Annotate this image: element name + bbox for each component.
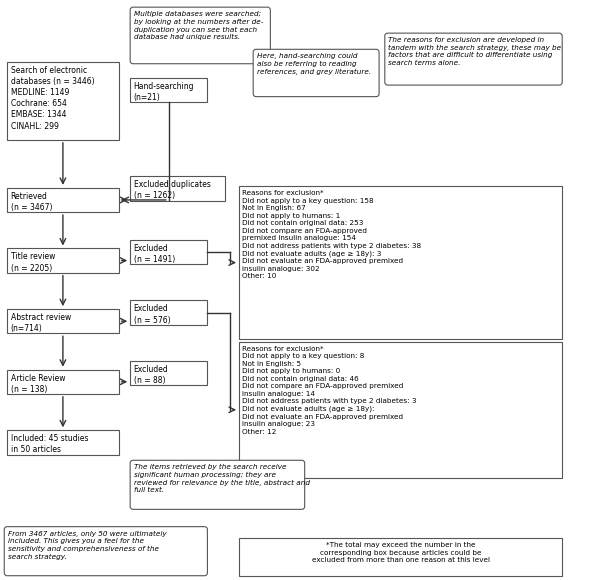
Text: Here, hand-searching could
also be referring to reading
references, and grey lit: Here, hand-searching could also be refer… [257,53,371,75]
FancyBboxPatch shape [130,461,305,509]
Bar [7,369,118,394]
Text: Hand-searching
(n=21): Hand-searching (n=21) [133,82,194,102]
Text: Included: 45 studies
in 50 articles: Included: 45 studies in 50 articles [11,434,88,454]
Bar [7,430,118,455]
Bar [7,248,118,273]
Text: Reasons for exclusion*
Did not apply to a key question: 8
Not in English: 5
Did : Reasons for exclusion* Did not apply to … [242,346,417,435]
Text: The items retrieved by the search receive
significant human processing; they are: The items retrieved by the search receiv… [133,465,310,493]
Text: Reasons for exclusion*
Did not apply to a key question: 158
Not in English: 67
D: Reasons for exclusion* Did not apply to … [242,190,422,279]
Bar [130,176,225,201]
Bar [7,188,118,212]
Text: Retrieved
(n = 3467): Retrieved (n = 3467) [11,192,52,212]
Bar [239,342,562,477]
FancyBboxPatch shape [130,7,270,64]
Bar [130,240,208,264]
Text: *The total may exceed the number in the
corresponding box because articles could: *The total may exceed the number in the … [312,542,490,563]
Bar [130,300,208,325]
Text: Search of electronic
databases (n = 3446)
MEDLINE: 1149
Cochrane: 654
EMBASE: 13: Search of electronic databases (n = 3446… [11,66,94,130]
Bar [130,78,208,103]
Bar [7,62,118,140]
FancyBboxPatch shape [253,49,379,97]
Bar [239,538,562,576]
FancyBboxPatch shape [385,33,562,85]
Bar [7,309,118,334]
Text: Excluded
(n = 1491): Excluded (n = 1491) [133,244,175,264]
Text: Title review
(n = 2205): Title review (n = 2205) [11,252,55,273]
Bar [130,361,208,385]
Text: Excluded duplicates
(n = 1262): Excluded duplicates (n = 1262) [133,180,210,201]
FancyBboxPatch shape [4,527,208,576]
Text: The reasons for exclusion are developed in
tandem with the search strategy, thes: The reasons for exclusion are developed … [388,37,562,66]
Text: Article Review
(n = 138): Article Review (n = 138) [11,374,65,394]
Text: From 3467 articles, only 50 were ultimately
included. This gives you a feel for : From 3467 articles, only 50 were ultimat… [8,531,166,560]
Bar [239,186,562,339]
Text: Multiple databases were searched;
by looking at the numbers after de-
duplicatio: Multiple databases were searched; by loo… [133,11,263,40]
Text: Abstract review
(n=714): Abstract review (n=714) [11,313,71,333]
Text: Excluded
(n = 576): Excluded (n = 576) [133,304,170,325]
Text: Excluded
(n = 88): Excluded (n = 88) [133,365,168,385]
